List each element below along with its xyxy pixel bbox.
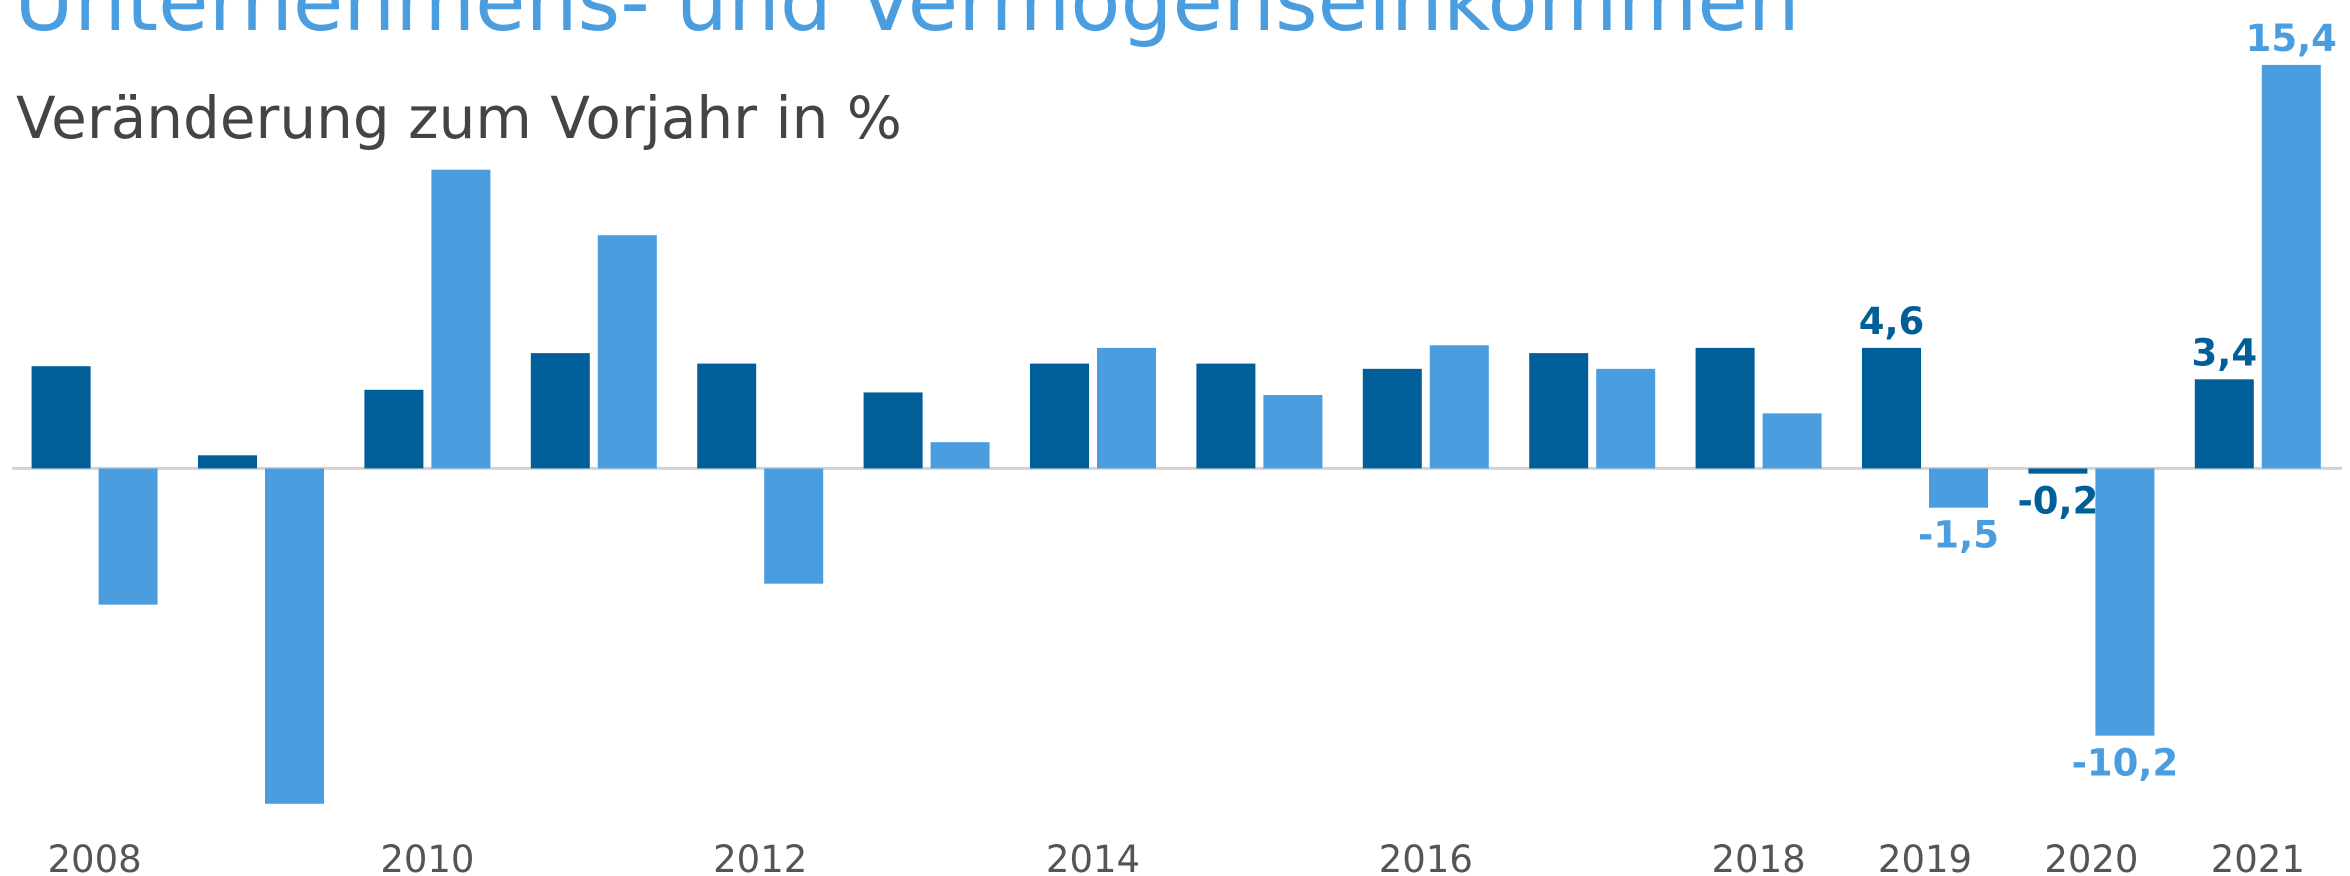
data-label: 3,4 [2192, 331, 2258, 374]
bar [2028, 468, 2088, 474]
chart-title: Unternehmens- und Vermögenseinkommen [14, 0, 1800, 50]
bar [1529, 353, 1589, 469]
bar [597, 235, 657, 469]
bar [431, 169, 491, 469]
bar [31, 366, 91, 469]
bar [1695, 347, 1755, 469]
bar [1263, 395, 1323, 469]
x-tick-label: 2019 [1878, 838, 1972, 876]
bar [697, 363, 757, 469]
bar [1362, 368, 1422, 469]
data-label: 15,4 [2246, 17, 2337, 60]
bar [2194, 379, 2254, 469]
bar [1762, 413, 1822, 469]
x-tick-label: 2020 [2044, 838, 2138, 876]
bar [863, 392, 923, 469]
bar [1862, 347, 1921, 469]
x-tick-label: 2012 [713, 838, 807, 876]
x-tick-label: 2008 [48, 838, 142, 876]
x-tick-label: 2018 [1712, 838, 1806, 876]
x-tick-label: 2016 [1379, 838, 1473, 876]
data-label: -10,2 [2072, 742, 2179, 785]
x-tick-label: 2021 [2211, 838, 2305, 876]
bar [1097, 347, 1156, 469]
bar [1030, 363, 1089, 469]
data-label: -1,5 [1918, 514, 1999, 557]
bar [1596, 368, 1656, 469]
data-label: -0,2 [2017, 480, 2098, 523]
bar [530, 353, 590, 469]
bar [2095, 468, 2155, 736]
bar [1196, 363, 1256, 469]
bar [930, 442, 990, 469]
data-label: 4,6 [1859, 300, 1925, 343]
bar [1429, 345, 1489, 469]
bar [98, 468, 158, 605]
x-tick-label: 2014 [1046, 838, 1140, 876]
chart-subtitle: Veränderung zum Vorjahr in % [16, 84, 902, 152]
bar [1929, 468, 1988, 508]
bar [2261, 64, 2321, 469]
bar [265, 468, 324, 804]
bar [764, 468, 824, 584]
bar [364, 389, 424, 469]
x-tick-label: 2010 [380, 838, 474, 876]
bar [198, 455, 257, 469]
